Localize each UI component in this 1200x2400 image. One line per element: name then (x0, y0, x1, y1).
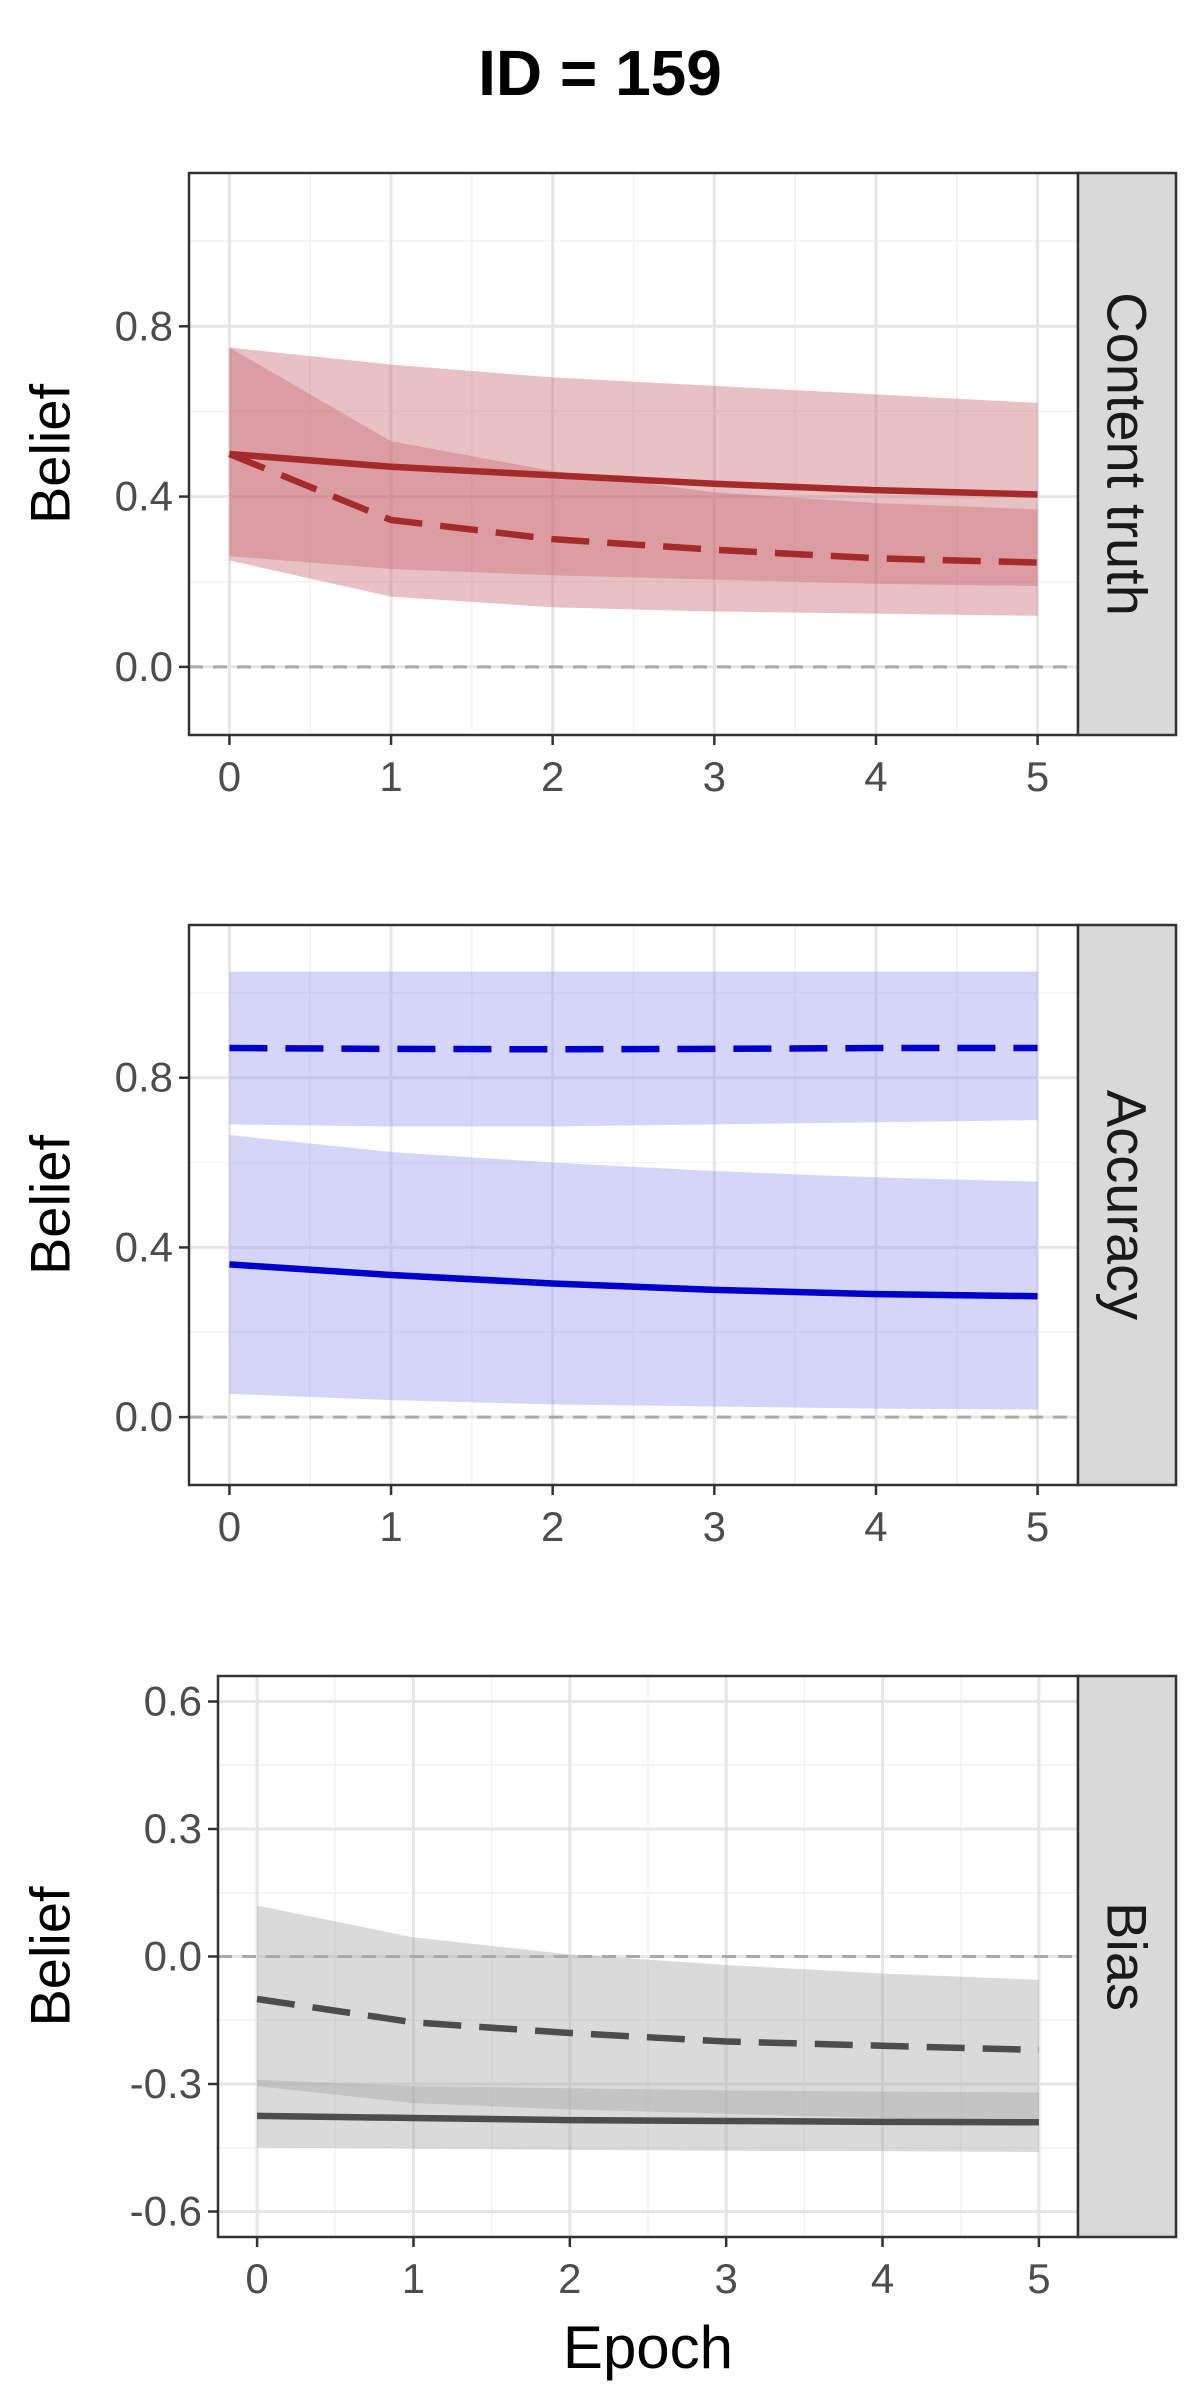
y-tick-label: -0.6 (130, 2188, 202, 2235)
y-tick-label: 0.0 (115, 643, 173, 690)
panel-bias: Bias -0.6 -0.3 0.0 0.3 0.6 0 1 2 3 4 5 Belief (19, 1674, 1178, 2302)
facet-strip-label: Content truth (1096, 292, 1159, 616)
series-line-dashed (229, 1044, 1038, 1053)
y-tick-label: 0.6 (144, 1678, 202, 1725)
ribbon-solid (229, 1135, 1038, 1410)
x-tick-label: 4 (864, 1503, 887, 1550)
x-tick-label: 3 (703, 753, 726, 800)
x-tick-label: 5 (1026, 1503, 1049, 1550)
x-tick-label: 0 (218, 1503, 241, 1550)
series-line-dashed (256, 1995, 1039, 2054)
x-tick-label: 3 (703, 1503, 726, 1550)
x-tick-label: 3 (715, 2255, 738, 2302)
y-tick-label: 0.0 (115, 1393, 173, 1440)
facet-strip (1076, 1674, 1178, 2239)
facet-strip (1076, 171, 1178, 737)
x-tick-label: 4 (871, 2255, 894, 2302)
x-axis-title: Epoch (563, 2314, 733, 2381)
facet-strip-label: Accuracy (1096, 1090, 1159, 1320)
panel-content-truth: Content truth 0.0 0.4 0.8 0 1 2 3 4 5 Belief (19, 171, 1178, 800)
x-tick-label: 0 (245, 2255, 268, 2302)
y-tick-label: 0.4 (115, 1223, 173, 1270)
x-tick-label: 0 (218, 753, 241, 800)
series-line-solid (229, 1261, 1038, 1300)
y-axis-title: Belief (19, 384, 82, 525)
x-tick-label: 1 (379, 1503, 402, 1550)
x-tick-label: 5 (1027, 2255, 1050, 2302)
y-tick-label: 0.0 (144, 1933, 202, 1980)
x-tick-label: 2 (541, 753, 564, 800)
y-axis-title: Belief (19, 1135, 82, 1276)
y-tick-label: 0.8 (115, 302, 173, 349)
y-tick-label: 0.8 (115, 1054, 173, 1101)
y-tick-label: 0.4 (115, 473, 173, 520)
facet-strip (1076, 923, 1178, 1487)
chart-title: ID = 159 (478, 37, 722, 109)
y-tick-label: 0.3 (144, 1805, 202, 1852)
x-tick-label: 2 (541, 1503, 564, 1550)
x-tick-label: 2 (558, 2255, 581, 2302)
x-tick-label: 1 (402, 2255, 425, 2302)
series-line-solid (229, 450, 1038, 498)
x-tick-label: 1 (379, 753, 402, 800)
x-tick-label: 5 (1026, 753, 1049, 800)
series-line-dashed (228, 450, 1038, 566)
y-tick-label: -0.3 (130, 2060, 202, 2107)
y-axis-title: Belief (19, 1886, 82, 2027)
ribbon-solid (229, 347, 1038, 586)
x-tick-label: 4 (864, 753, 887, 800)
panel-accuracy: Accuracy 0.0 0.4 0.8 0 1 2 3 4 5 Belief (19, 923, 1178, 1550)
ribbon-dashed (257, 1905, 1039, 2123)
ribbon-solid (257, 2079, 1039, 2152)
facet-strip-label: Bias (1096, 1902, 1159, 2011)
series-line-solid (257, 2112, 1039, 2126)
